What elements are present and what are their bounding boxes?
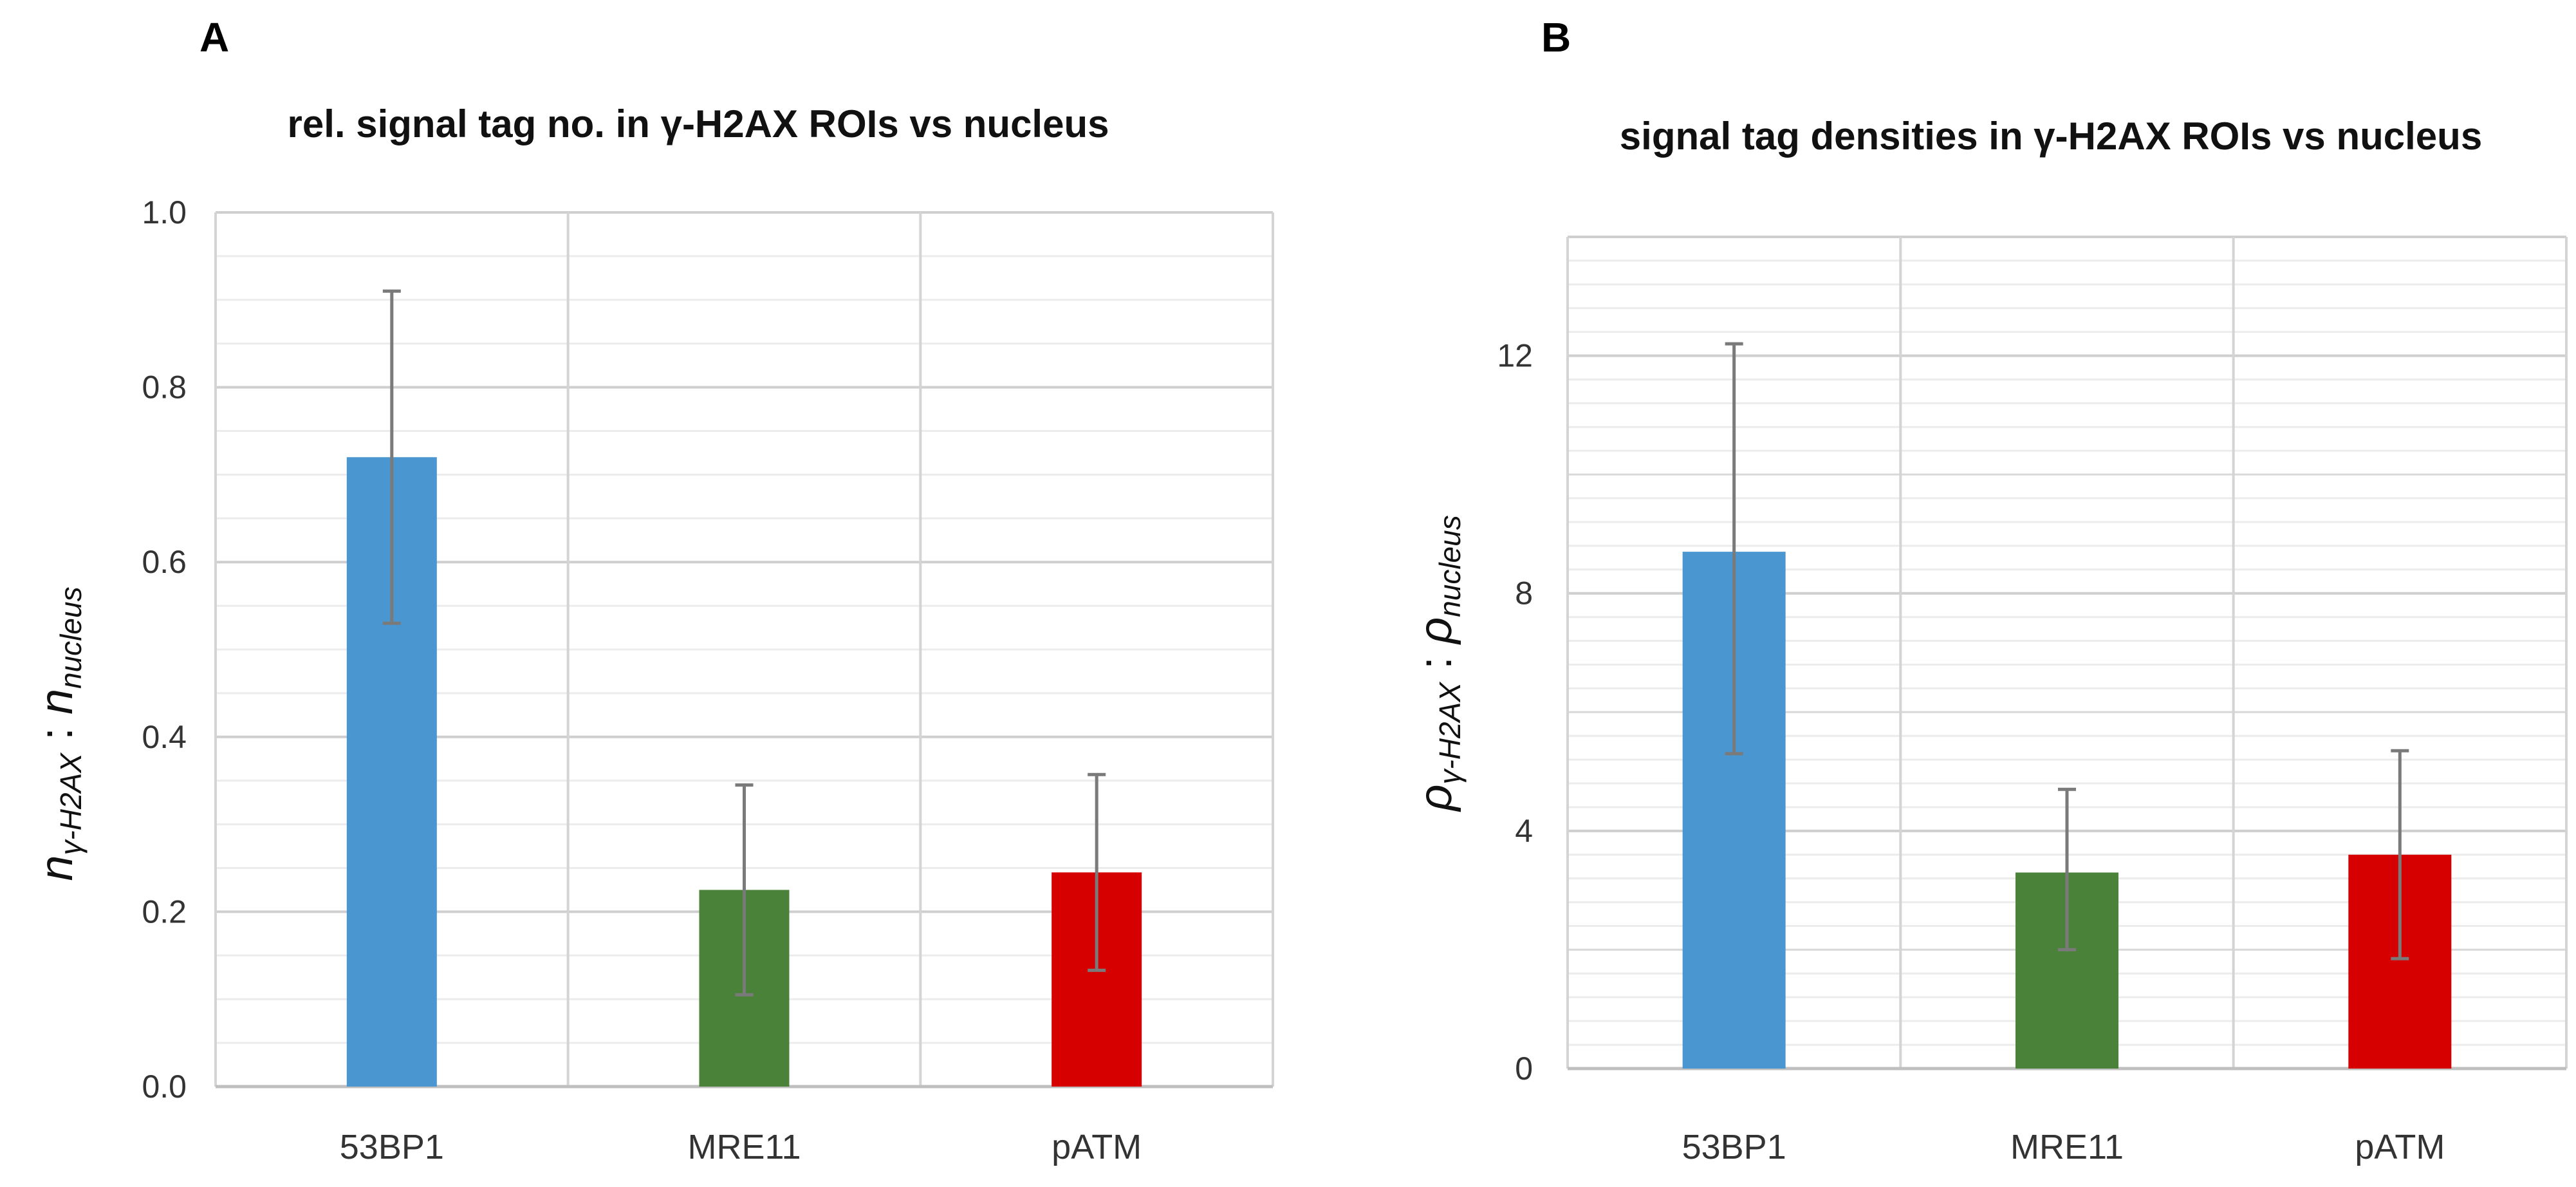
x-category-label: MRE11 <box>687 1128 801 1166</box>
chart-panel-b: B signal tag densities in γ-H2AX ROIs vs… <box>1410 14 2568 1166</box>
error-bar-53bp1 <box>1725 342 1743 756</box>
y-tick-label: 8 <box>1515 575 1533 612</box>
y-tick-labels-a: 0.0 0.2 0.4 0.6 0.8 1.0 <box>142 194 187 1105</box>
y-tick-label: 0.8 <box>142 369 187 406</box>
x-category-label: pATM <box>1052 1128 1142 1166</box>
x-category-label: 53BP1 <box>1682 1128 1786 1166</box>
error-bar-patm <box>2391 749 2409 960</box>
error-bars-a <box>382 289 1106 996</box>
y-tick-labels-b: 0 4 8 12 <box>1497 338 1533 1087</box>
y-tick-label: 0 <box>1515 1051 1533 1087</box>
error-bars-b <box>1725 342 2409 960</box>
panel-letter-a: A <box>199 14 229 61</box>
y-tick-label: 0.6 <box>142 544 187 580</box>
x-category-label: 53BP1 <box>340 1128 444 1166</box>
error-bar-mre11 <box>735 783 754 996</box>
x-category-label: MRE11 <box>2010 1128 2124 1166</box>
y-tick-label: 0.4 <box>142 719 187 755</box>
y-tick-label: 12 <box>1497 338 1533 374</box>
chart-title-b: signal tag densities in γ-H2AX ROIs vs n… <box>1620 115 2482 158</box>
chart-title-a: rel. signal tag no. in γ-H2AX ROIs vs nu… <box>288 102 1109 145</box>
error-bar-patm <box>1088 772 1106 972</box>
y-axis-label-b: ργ-H2AX : ρnucleus <box>1410 515 1467 812</box>
x-category-labels-a: 53BP1 MRE11 pATM <box>340 1128 1142 1166</box>
y-tick-label: 0.0 <box>142 1069 187 1105</box>
x-category-labels-b: 53BP1 MRE11 pATM <box>1682 1128 2445 1166</box>
chart-panel-a: A rel. signal tag no. in γ-H2AX ROIs vs … <box>31 14 1274 1166</box>
error-bar-53bp1 <box>382 289 401 625</box>
panel-letter-b: B <box>1541 14 1571 61</box>
y-tick-label: 1.0 <box>142 194 187 230</box>
x-category-label: pATM <box>2355 1128 2445 1166</box>
error-bar-mre11 <box>2058 787 2076 951</box>
y-axis-label-a: nγ-H2AX : nnucleus <box>31 586 88 881</box>
y-tick-label: 4 <box>1515 813 1533 849</box>
y-tick-label: 0.2 <box>142 893 187 930</box>
